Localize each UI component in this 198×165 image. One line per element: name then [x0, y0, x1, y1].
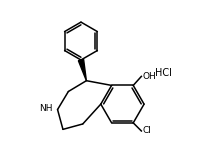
Text: NH: NH — [40, 104, 53, 113]
Text: Cl: Cl — [142, 127, 151, 135]
Polygon shape — [78, 59, 86, 81]
Text: OH: OH — [142, 72, 156, 81]
Text: HCl: HCl — [155, 68, 172, 79]
